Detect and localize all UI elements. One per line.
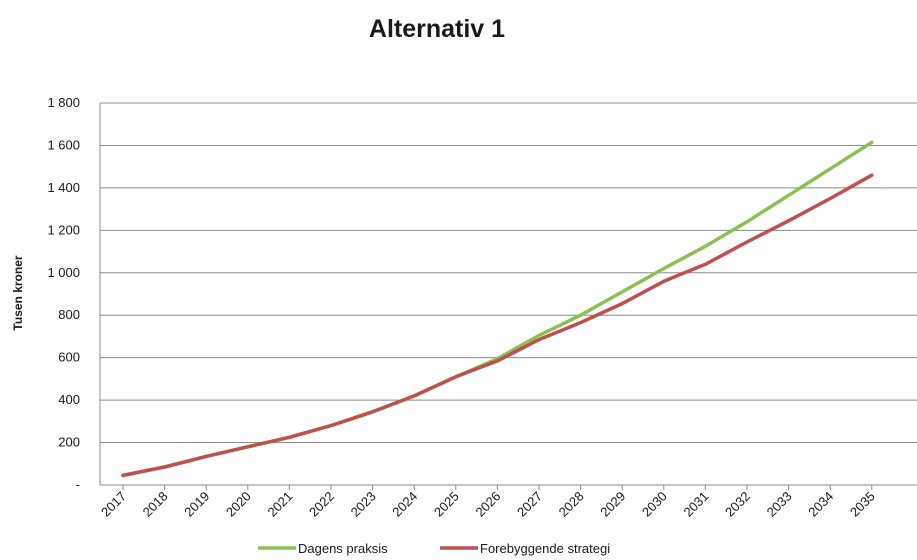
series-layer	[121, 140, 874, 478]
legend-label: Dagens praksis	[298, 541, 388, 556]
x-tick-label: 2025	[431, 489, 462, 520]
x-tick-label: 2034	[805, 489, 836, 520]
y-tick-label: 800	[58, 307, 80, 322]
y-tick-labels: - 200 400 600 800 1 000 1 200 1 400 1 600 1 800	[47, 95, 80, 492]
x-tick-label: 2022	[306, 489, 337, 520]
y-tick-label: 1 600	[47, 137, 80, 152]
x-tick-label: 2020	[223, 489, 254, 520]
x-tick-label: 2019	[181, 489, 212, 520]
x-tick-label: 2023	[348, 489, 379, 520]
x-tick-label: 2024	[389, 489, 420, 520]
y-tick-label: -	[76, 477, 80, 492]
x-tick-label: 2029	[597, 489, 628, 520]
x-tick-label: 2032	[722, 489, 753, 520]
series-line-2	[121, 173, 874, 478]
x-tick-label: 2026	[472, 489, 503, 520]
chart-title: Alternativ 1	[369, 15, 505, 43]
y-axis-label: Tusen kroner	[11, 255, 25, 330]
x-tick-label: 2021	[264, 489, 295, 520]
x-tick-label: 2028	[556, 489, 587, 520]
y-tick-label: 1 000	[47, 265, 80, 280]
x-tick-label: 2018	[140, 489, 171, 520]
y-tick-label: 200	[58, 435, 80, 450]
x-tick-label: 2017	[98, 489, 129, 520]
x-tick-label: 2031	[680, 489, 711, 520]
y-tick-label: 1 800	[47, 95, 80, 110]
legend-label: Forebyggende strategi	[480, 541, 610, 556]
y-tick-label: 1 200	[47, 222, 80, 237]
y-tick-label: 1 400	[47, 180, 80, 195]
x-tick-label: 2030	[639, 489, 670, 520]
y-tick-label: 600	[58, 350, 80, 365]
x-tick-label: 2033	[764, 489, 795, 520]
grid-layer	[99, 102, 917, 486]
x-tick-labels: 2017 2018 2019 2020 2021 2022 2023 2024 2025 2026…	[98, 485, 878, 520]
x-tick-label: 2035	[847, 489, 878, 520]
series-line-1	[121, 140, 874, 478]
x-tick-label: 2027	[514, 489, 545, 520]
legend: Dagens praksis Forebyggende strategi	[258, 541, 610, 556]
y-tick-label: 400	[58, 392, 80, 407]
